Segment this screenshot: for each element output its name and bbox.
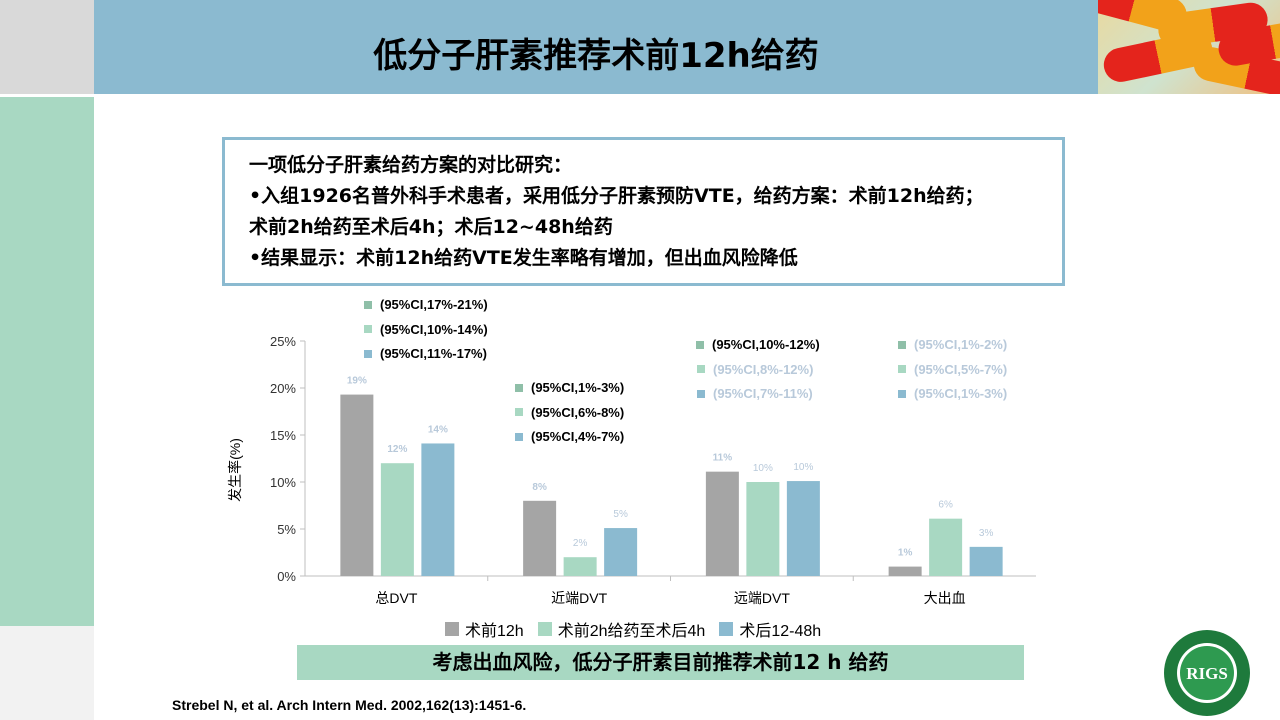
bar [746,482,780,576]
x-tick-label: 近端DVT [551,590,607,606]
data-label: 2% [573,538,588,549]
ci-annotation: (95%CI,4%-7%) [515,429,624,444]
ci-marker [515,383,523,392]
y-tick-label: 20% [270,381,296,396]
ci-marker [364,325,372,333]
ci-annotation: (95%CI,7%-11%) [697,386,813,401]
study-summary-box: 一项低分子肝素给药方案的对比研究： •入组1926名普外科手术患者，采用低分子肝… [222,137,1065,286]
reference: Strebel N, et al. Arch Intern Med. 2002,… [172,697,527,713]
bar [380,463,414,576]
bar [929,518,963,576]
ci-marker [364,349,372,358]
data-label: 19% [347,376,367,387]
ci-text: (95%CI,7%-11%) [713,386,813,401]
capsules-image [1098,0,1280,94]
y-tick-label: 25% [270,334,296,349]
legend-item: 术前12h [445,617,524,641]
data-label: 10% [753,463,773,474]
y-axis-label: 发生率(%) [227,438,243,502]
data-label: 10% [793,462,813,473]
svg-text:RIGS: RIGS [1186,664,1228,683]
rigs-logo: RIGS [1164,630,1250,716]
ci-marker [697,365,705,373]
sidebar-bottom-decoration [0,626,94,720]
ci-annotation: (95%CI,11%-17%) [364,346,487,361]
y-tick-label: 10% [270,475,296,490]
data-label: 11% [713,453,733,464]
ci-annotation: (95%CI,10%-14%) [364,322,488,337]
legend-swatch [719,622,734,636]
bar [786,481,820,576]
ci-marker [898,389,906,398]
data-label: 3% [979,528,994,539]
conclusion-banner: 考虑出血风险，低分子肝素目前推荐术前12 h 给药 [297,645,1024,680]
summary-line: 一项低分子肝素给药方案的对比研究： [249,154,573,176]
ci-annotation: (95%CI,1%-2%) [898,337,1007,352]
ci-text: (95%CI,6%-8%) [531,404,625,420]
ci-text: (95%CI,5%-7%) [914,361,1008,377]
data-label: 5% [613,509,628,520]
ci-annotation: (95%CI,8%-12%) [697,362,813,377]
ci-text: (95%CI,1%-2%) [914,337,1008,352]
ci-marker [697,389,705,398]
ci-marker [696,340,704,349]
data-label: 1% [898,548,913,559]
x-tick-label: 大出血 [924,590,966,606]
ci-marker [515,408,523,416]
ci-annotation: (95%CI,1%-3%) [515,380,624,395]
summary-line: •结果显示：术前12h给药VTE发生率略有增加，但出血风险降低 [249,247,798,269]
legend-swatch [537,622,552,636]
x-tick-label: 总DVT [375,590,417,606]
ci-annotation: (95%CI,1%-3%) [898,386,1007,401]
y-tick-label: 5% [277,522,296,537]
sidebar-decoration [0,94,94,626]
ci-text: (95%CI,10%-14%) [380,321,488,337]
ci-text: (95%CI,4%-7%) [531,429,625,444]
legend-label: 术前2h给药至术后4h [557,623,706,640]
summary-line: •入组1926名普外科手术患者，采用低分子肝素预防VTE，给药方案：术前12h给… [249,185,984,207]
legend-item: 术后12-48h [719,617,821,641]
page-title: 低分子肝素推荐术前12h给药 [373,36,819,76]
bar-chart: 0% 5% 10% 15% 20% 25% 发生率(%) 总DVT 19% 12% 14% 近端DVT… [227,334,1036,606]
chart-legend: 术前12h 术前2h给药至术后4h 术后12-48h [445,617,821,641]
ci-marker [898,365,906,373]
bar [340,394,374,576]
ci-annotation: (95%CI,5%-7%) [898,362,1007,377]
summary-line: 术前2h给药至术后4h；术后12~48h给药 [249,216,613,238]
y-tick-label: 0% [277,569,296,584]
ci-marker [364,300,372,309]
bar [969,546,1003,576]
ci-text: (95%CI,1%-3%) [531,380,625,395]
bar [563,557,597,576]
ci-annotation: (95%CI,17%-21%) [364,297,488,312]
legend-swatch [445,622,459,636]
data-label: 8% [532,482,547,493]
ci-text: (95%CI,10%-12%) [712,337,820,352]
ci-text: (95%CI,1%-3%) [914,386,1008,401]
data-label: 6% [938,500,953,511]
bar [421,443,455,576]
corner-block [0,0,94,94]
legend-item: 术前2h给药至术后4h [537,617,706,641]
ci-marker [898,340,906,349]
header-band [94,0,1098,94]
ci-annotation: (95%CI,6%-8%) [515,405,624,420]
y-tick-label: 15% [270,428,296,443]
bar [523,500,557,576]
legend-label: 术后12-48h [739,623,822,640]
data-label: 14% [428,424,448,435]
ci-text: (95%CI,17%-21%) [380,297,488,312]
legend-label: 术前12h [465,623,524,640]
bar [705,471,739,576]
ci-text: (95%CI,11%-17%) [380,346,487,361]
bar [604,528,638,576]
ci-text: (95%CI,8%-12%) [713,361,814,377]
ci-annotation: (95%CI,10%-12%) [696,337,820,352]
x-tick-label: 远端DVT [734,590,790,606]
data-label: 12% [387,444,407,455]
bar [888,566,922,576]
ci-marker [515,432,523,441]
